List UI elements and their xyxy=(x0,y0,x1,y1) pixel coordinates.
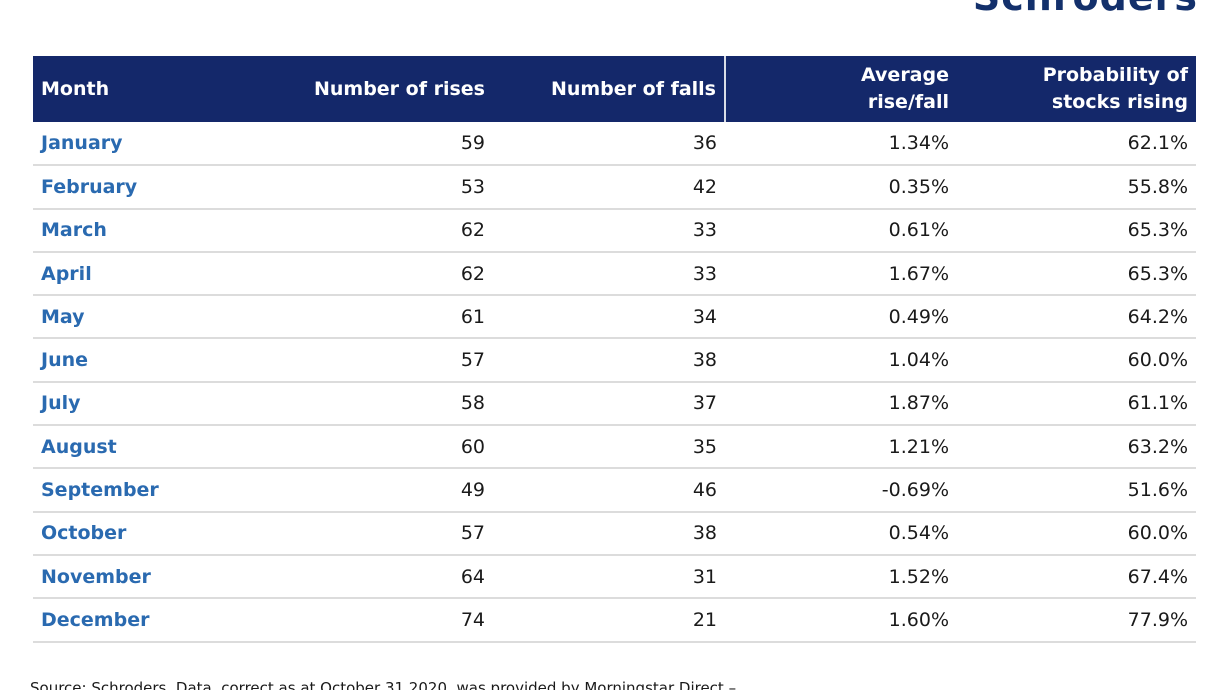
cell-number-of-falls: 42 xyxy=(692,175,717,198)
header-month: Month xyxy=(41,77,110,100)
header-probability-of-stocks-rising: Probability of stocks rising xyxy=(957,56,1196,122)
cell-probability-rising: 64.2% xyxy=(1127,305,1188,328)
monthly-returns-table-container: Month Number of rises Number of falls Av… xyxy=(33,56,1196,643)
cell-number-of-falls: 46 xyxy=(692,479,717,502)
cell-month: October xyxy=(41,522,127,545)
cell-average-rise-fall: 1.60% xyxy=(888,608,949,631)
cell-month: March xyxy=(41,219,107,242)
cell-average-rise-fall: 0.49% xyxy=(888,305,949,328)
cell-average-rise-fall: 1.52% xyxy=(888,565,949,588)
cell-probability-rising: 55.8% xyxy=(1127,175,1188,198)
table-header: Month Number of rises Number of falls Av… xyxy=(33,56,1196,122)
source-note: Source: Schroders. Data, correct as at O… xyxy=(30,679,737,690)
cell-average-rise-fall: 1.21% xyxy=(888,435,949,458)
cell-number-of-falls: 31 xyxy=(692,565,717,588)
cell-average-rise-fall: 1.87% xyxy=(888,392,949,415)
cell-number-of-falls: 35 xyxy=(692,435,717,458)
cell-number-of-rises: 49 xyxy=(460,479,485,502)
header-probability-text: Probability of stocks rising xyxy=(1042,64,1188,113)
cell-number-of-rises: 62 xyxy=(460,219,485,242)
cell-month: February xyxy=(41,175,138,198)
cell-probability-rising: 61.1% xyxy=(1127,392,1188,415)
cell-month: May xyxy=(41,305,85,328)
cell-average-rise-fall: 1.34% xyxy=(888,132,949,155)
table-row: March 62 33 0.61% 65.3% xyxy=(33,209,1196,252)
cell-probability-rising: 63.2% xyxy=(1127,435,1188,458)
cell-average-rise-fall: 0.35% xyxy=(888,175,949,198)
cell-probability-rising: 67.4% xyxy=(1127,565,1188,588)
cell-month: January xyxy=(41,132,123,155)
cell-number-of-falls: 38 xyxy=(692,349,717,372)
cell-average-rise-fall: 1.67% xyxy=(888,262,949,285)
cell-number-of-falls: 34 xyxy=(692,305,717,328)
table-row: February 53 42 0.35% 55.8% xyxy=(33,165,1196,209)
table-row: June 57 38 1.04% 60.0% xyxy=(33,338,1196,382)
cell-number-of-falls: 33 xyxy=(692,262,717,285)
cell-probability-rising: 60.0% xyxy=(1127,349,1188,372)
table-row: January 59 36 1.34% 62.1% xyxy=(33,122,1196,166)
cell-number-of-falls: 33 xyxy=(692,219,717,242)
cell-month: December xyxy=(41,608,150,631)
table-row: April 62 33 1.67% 65.3% xyxy=(33,252,1196,296)
cell-number-of-rises: 62 xyxy=(460,262,485,285)
cell-average-rise-fall: 0.54% xyxy=(888,522,949,545)
table-row: September 49 46 -0.69% 51.6% xyxy=(33,468,1196,512)
cell-average-rise-fall: -0.69% xyxy=(881,479,949,502)
table-row: August 60 35 1.21% 63.2% xyxy=(33,425,1196,469)
table-row: July 58 37 1.87% 61.1% xyxy=(33,382,1196,426)
cell-month: June xyxy=(41,349,89,372)
cell-number-of-rises: 64 xyxy=(460,565,485,588)
cell-probability-rising: 77.9% xyxy=(1127,608,1188,631)
table-row: December 74 21 1.60% 77.9% xyxy=(33,598,1196,642)
cell-number-of-rises: 53 xyxy=(460,175,485,198)
monthly-returns-table: Month Number of rises Number of falls Av… xyxy=(33,56,1196,643)
cell-month: November xyxy=(41,565,151,588)
cell-number-of-rises: 74 xyxy=(460,608,485,631)
cell-month: August xyxy=(41,435,117,458)
cell-probability-rising: 51.6% xyxy=(1127,479,1188,502)
cell-number-of-falls: 37 xyxy=(692,392,717,415)
cell-month: September xyxy=(41,479,159,502)
cell-number-of-rises: 57 xyxy=(460,349,485,372)
table-body: January 59 36 1.34% 62.1% February 53 42 0.35% 55… xyxy=(33,122,1196,642)
cell-month: April xyxy=(41,262,92,285)
table-header-row: Month Number of rises Number of falls Av… xyxy=(33,56,1196,122)
header-average-rise-fall-text: Average rise/fall xyxy=(861,64,949,113)
cell-number-of-falls: 21 xyxy=(692,608,717,631)
cell-average-rise-fall: 0.61% xyxy=(888,219,949,242)
cell-number-of-rises: 57 xyxy=(460,522,485,545)
cell-month: July xyxy=(41,392,81,415)
cell-number-of-falls: 38 xyxy=(692,522,717,545)
cell-probability-rising: 60.0% xyxy=(1127,522,1188,545)
cell-number-of-rises: 61 xyxy=(460,305,485,328)
cell-number-of-falls: 36 xyxy=(692,132,717,155)
cell-probability-rising: 62.1% xyxy=(1127,132,1188,155)
header-number-of-rises: Number of rises xyxy=(313,77,485,100)
table-row: May 61 34 0.49% 64.2% xyxy=(33,295,1196,339)
cell-number-of-rises: 59 xyxy=(460,132,485,155)
cell-probability-rising: 65.3% xyxy=(1127,262,1188,285)
table-row: November 64 31 1.52% 67.4% xyxy=(33,555,1196,599)
cell-average-rise-fall: 1.04% xyxy=(888,349,949,372)
table-row: October 57 38 0.54% 60.0% xyxy=(33,512,1196,555)
cell-number-of-rises: 60 xyxy=(460,435,485,458)
cell-probability-rising: 65.3% xyxy=(1127,219,1188,242)
cell-number-of-rises: 58 xyxy=(460,392,485,415)
header-number-of-falls: Number of falls xyxy=(493,56,726,122)
schroders-logo: Schroders xyxy=(973,0,1198,16)
header-average-rise-fall: Average rise/fall xyxy=(725,56,957,122)
